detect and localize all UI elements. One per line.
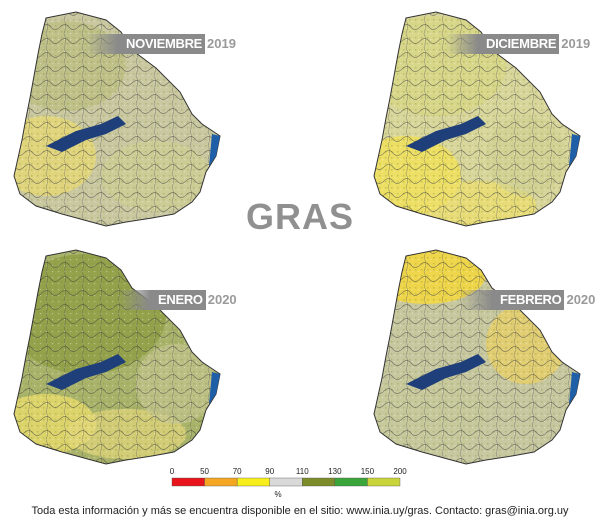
- legend-tick-label: 90: [265, 467, 274, 476]
- month-label: NOVIEMBRE: [86, 34, 206, 54]
- legend-tick-label: 110: [296, 467, 309, 476]
- month-label: DICIEMBRE: [446, 34, 560, 54]
- map-panel-noviembre: NOVIEMBRE 2019: [6, 6, 236, 232]
- lake-rincon-del-bonete: [46, 116, 126, 152]
- legend-tick-label: 50: [200, 467, 209, 476]
- legend-swatch: [302, 477, 336, 487]
- page-title: GRAS: [246, 196, 355, 237]
- legend-swatch: [236, 477, 270, 487]
- map-label: ENERO 2020: [118, 290, 237, 310]
- legend-tick-label: 130: [328, 467, 342, 476]
- map-panel-diciembre: DICIEMBRE 2019: [366, 6, 590, 232]
- legend-swatch: [171, 477, 205, 487]
- uruguay-map-enero: [13, 249, 221, 465]
- uruguay-map-diciembre: [373, 11, 581, 227]
- legend-tick-label: 70: [233, 467, 242, 476]
- legend-swatch: [204, 477, 238, 487]
- legend-swatch: [334, 477, 368, 487]
- map-label: NOVIEMBRE 2019: [86, 34, 236, 54]
- legend-swatch: [269, 477, 303, 487]
- year-label: 2019: [561, 36, 591, 51]
- legend-unit: %: [274, 490, 281, 499]
- color-legend: 0 50 70 90 110 130 150 200%: [0, 464, 600, 504]
- map-label: DICIEMBRE 2019: [446, 34, 590, 54]
- legend-tick-label: 200: [393, 467, 407, 476]
- year-label: 2020: [566, 292, 596, 307]
- map-panel-enero: ENERO 2020: [6, 244, 237, 470]
- year-label: 2019: [207, 36, 236, 51]
- legend-tick-label: 150: [361, 467, 375, 476]
- legend-colorbar: 0 50 70 90 110 130 150 200%: [170, 467, 407, 499]
- uruguay-map-febrero: [373, 249, 581, 465]
- month-label: ENERO: [118, 290, 206, 310]
- month-label: FEBRERO: [460, 290, 565, 310]
- map-panel-febrero: FEBRERO 2020: [366, 244, 595, 470]
- footer-text: Toda esta información y más se encuentra…: [31, 505, 569, 517]
- legend-swatch: [367, 477, 401, 487]
- map-label: FEBRERO 2020: [460, 290, 595, 310]
- legend-tick-label: 0: [170, 467, 175, 476]
- year-label: 2020: [207, 292, 237, 307]
